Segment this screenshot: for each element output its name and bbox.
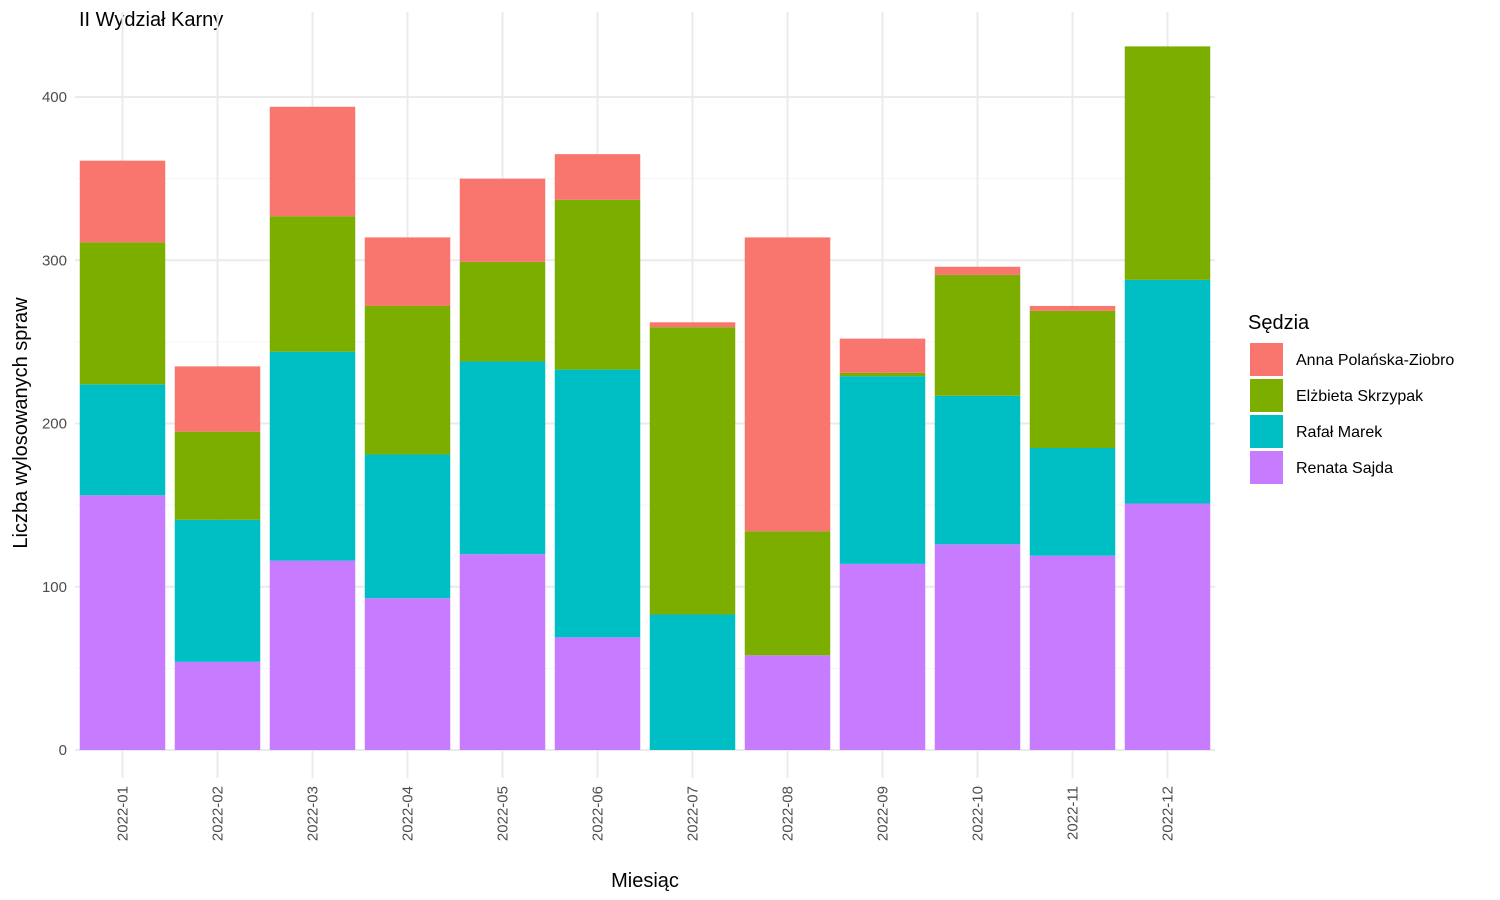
- bar-segment: [934, 544, 1021, 750]
- bar-segment: [269, 351, 356, 561]
- bar-segment: [554, 369, 641, 638]
- legend-label: Elżbieta Skrzypak: [1296, 388, 1424, 405]
- bar-segment: [79, 495, 166, 750]
- bar-segment: [649, 322, 736, 328]
- bar-segment: [554, 154, 641, 200]
- bar-segment: [174, 431, 261, 520]
- bar-segment: [1124, 279, 1211, 504]
- bar-segment: [554, 199, 641, 370]
- bar-segment: [174, 661, 261, 750]
- x-tick-label: 2022-01: [115, 786, 132, 841]
- bar-segment: [269, 560, 356, 750]
- bar-segment: [1029, 310, 1116, 448]
- x-tick-label: 2022-11: [1065, 786, 1082, 840]
- bar-segment: [839, 563, 926, 750]
- bar-segment: [459, 178, 546, 262]
- bar-segment: [839, 372, 926, 377]
- legend-swatch: [1250, 343, 1283, 376]
- x-axis-ticks: 2022-01 2022-02 2022-03 2022-04 2022-05 2022-…: [115, 786, 1177, 841]
- legend-label: Rafał Marek: [1296, 424, 1383, 441]
- bar-segment: [364, 598, 451, 750]
- bar-segment: [174, 519, 261, 662]
- bar-segment: [79, 384, 166, 496]
- bar-segment: [744, 531, 831, 656]
- bar-segment: [1029, 447, 1116, 556]
- bar-segment: [364, 237, 451, 306]
- x-axis-title: Miesiąc: [611, 870, 679, 892]
- bar-segment: [554, 637, 641, 750]
- bar-segment: [174, 366, 261, 432]
- bar-segment: [839, 376, 926, 564]
- y-tick-label: 200: [42, 416, 67, 433]
- bar-segment: [79, 242, 166, 385]
- legend-label: Anna Polańska-Ziobro: [1296, 352, 1454, 369]
- y-tick-label: 0: [59, 742, 67, 759]
- x-tick-label: 2022-06: [590, 786, 607, 841]
- y-axis-ticks: 0 100 200 300 400: [42, 89, 67, 759]
- bar-segment: [934, 395, 1021, 545]
- x-tick-label: 2022-04: [400, 786, 417, 841]
- y-tick-label: 100: [42, 579, 67, 596]
- x-tick-label: 2022-02: [210, 786, 227, 841]
- bar-segment: [649, 614, 736, 750]
- bar-segment: [1029, 305, 1116, 311]
- bar-segment: [364, 454, 451, 599]
- bar-segment: [744, 655, 831, 750]
- legend-swatch: [1250, 379, 1283, 412]
- x-tick-label: 2022-09: [875, 786, 892, 841]
- bar-segment: [1124, 503, 1211, 750]
- bar-segment: [269, 106, 356, 217]
- bar-segment: [934, 274, 1021, 396]
- legend-label: Renata Sajda: [1296, 460, 1393, 477]
- chart-title: II Wydział Karny: [79, 9, 223, 31]
- legend-swatch: [1250, 451, 1283, 484]
- x-tick-label: 2022-07: [685, 786, 702, 841]
- bar-segment: [1124, 46, 1211, 280]
- bar-segment: [744, 237, 831, 532]
- x-tick-label: 2022-05: [495, 786, 512, 841]
- x-tick-label: 2022-08: [780, 786, 797, 841]
- bar-segment: [649, 327, 736, 615]
- y-tick-label: 300: [42, 252, 67, 269]
- y-axis-title: Liczba wylosowanych spraw: [10, 297, 32, 549]
- bar-segment: [459, 361, 546, 555]
- bar-segment: [934, 266, 1021, 275]
- legend-title: Sędzia: [1248, 312, 1310, 334]
- bar-segment: [459, 261, 546, 362]
- y-tick-label: 400: [42, 89, 67, 106]
- bars: [79, 46, 1211, 750]
- bar-segment: [269, 216, 356, 352]
- legend: Sędzia Anna Polańska-Ziobro Elżbieta Skrz…: [1248, 312, 1454, 484]
- bar-segment: [1029, 555, 1116, 750]
- bar-segment: [79, 160, 166, 243]
- bar-segment: [839, 338, 926, 373]
- legend-swatch: [1250, 415, 1283, 448]
- bar-segment: [364, 305, 451, 455]
- x-tick-label: 2022-03: [305, 786, 322, 841]
- bar-segment: [459, 554, 546, 750]
- x-tick-label: 2022-10: [970, 786, 987, 841]
- x-tick-label: 2022-12: [1160, 786, 1177, 841]
